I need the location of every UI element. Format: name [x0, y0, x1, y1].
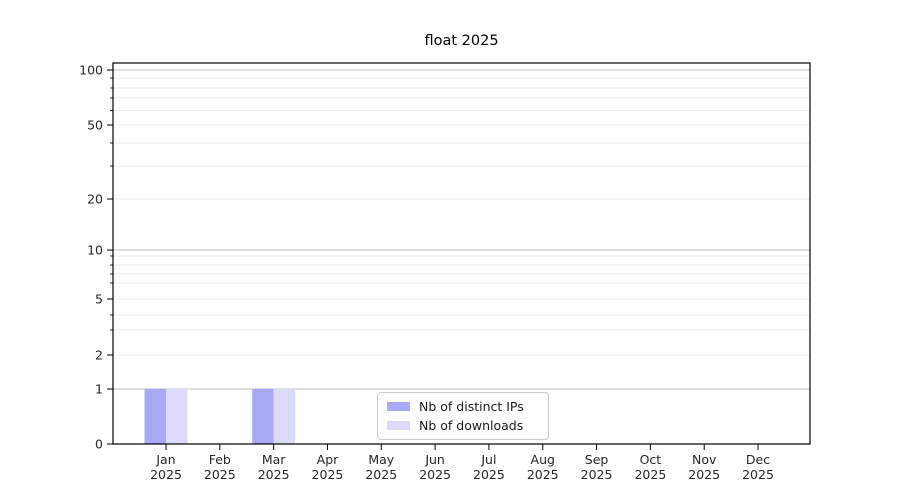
x-tick-label-month: Aug — [531, 452, 555, 467]
y-tick-label: 10 — [87, 243, 103, 258]
y-tick-label: 0 — [95, 437, 103, 452]
y-tick-label: 20 — [87, 192, 103, 207]
x-tick-label-year: 2025 — [742, 467, 774, 482]
x-tick-label-month: Apr — [317, 452, 339, 467]
y-tick-label: 2 — [95, 347, 103, 362]
y-tick-label: 100 — [79, 63, 103, 78]
legend-item-downloads: Nb of downloads — [387, 418, 539, 433]
x-tick-label-year: 2025 — [419, 467, 451, 482]
x-tick-label-month: Nov — [692, 452, 717, 467]
x-tick-label-year: 2025 — [204, 467, 236, 482]
bar-mar-downloads — [273, 388, 296, 444]
x-tick-label-month: Jan — [155, 452, 175, 467]
x-tick-label-year: 2025 — [473, 467, 505, 482]
bar-jan-distinct-ips — [144, 388, 166, 444]
bar-mar-distinct-ips — [252, 388, 274, 444]
x-tick-label-month: Oct — [640, 452, 662, 467]
x-tick-label-month: Sep — [585, 452, 609, 467]
y-tick-label: 1 — [95, 381, 103, 396]
legend-item-distinct-ips: Nb of distinct IPs — [387, 399, 539, 414]
x-tick-label-month: May — [368, 452, 394, 467]
x-tick-label-year: 2025 — [312, 467, 344, 482]
legend-swatch-downloads — [387, 421, 410, 430]
y-tick-label: 50 — [87, 117, 103, 132]
x-tick-label-month: Feb — [209, 452, 231, 467]
x-tick-label-year: 2025 — [688, 467, 720, 482]
legend: Nb of distinct IPs Nb of downloads — [377, 392, 549, 440]
x-tick-label-year: 2025 — [527, 467, 559, 482]
legend-swatch-distinct-ips — [387, 402, 410, 411]
x-tick-label-year: 2025 — [365, 467, 397, 482]
x-tick-label-month: Jun — [424, 452, 445, 467]
legend-label-distinct-ips: Nb of distinct IPs — [419, 399, 524, 414]
legend-label-downloads: Nb of downloads — [419, 418, 524, 433]
x-tick-label-year: 2025 — [258, 467, 290, 482]
x-tick-label-month: Mar — [262, 452, 286, 467]
chart-title: float 2025 — [424, 33, 499, 49]
y-tick-label: 5 — [95, 291, 103, 306]
x-tick-label-year: 2025 — [150, 467, 182, 482]
x-tick-label-year: 2025 — [581, 467, 613, 482]
x-tick-label-month: Dec — [746, 452, 770, 467]
x-tick-label-year: 2025 — [634, 467, 666, 482]
x-tick-label-month: Jul — [480, 452, 496, 467]
bar-jan-downloads — [166, 388, 188, 444]
